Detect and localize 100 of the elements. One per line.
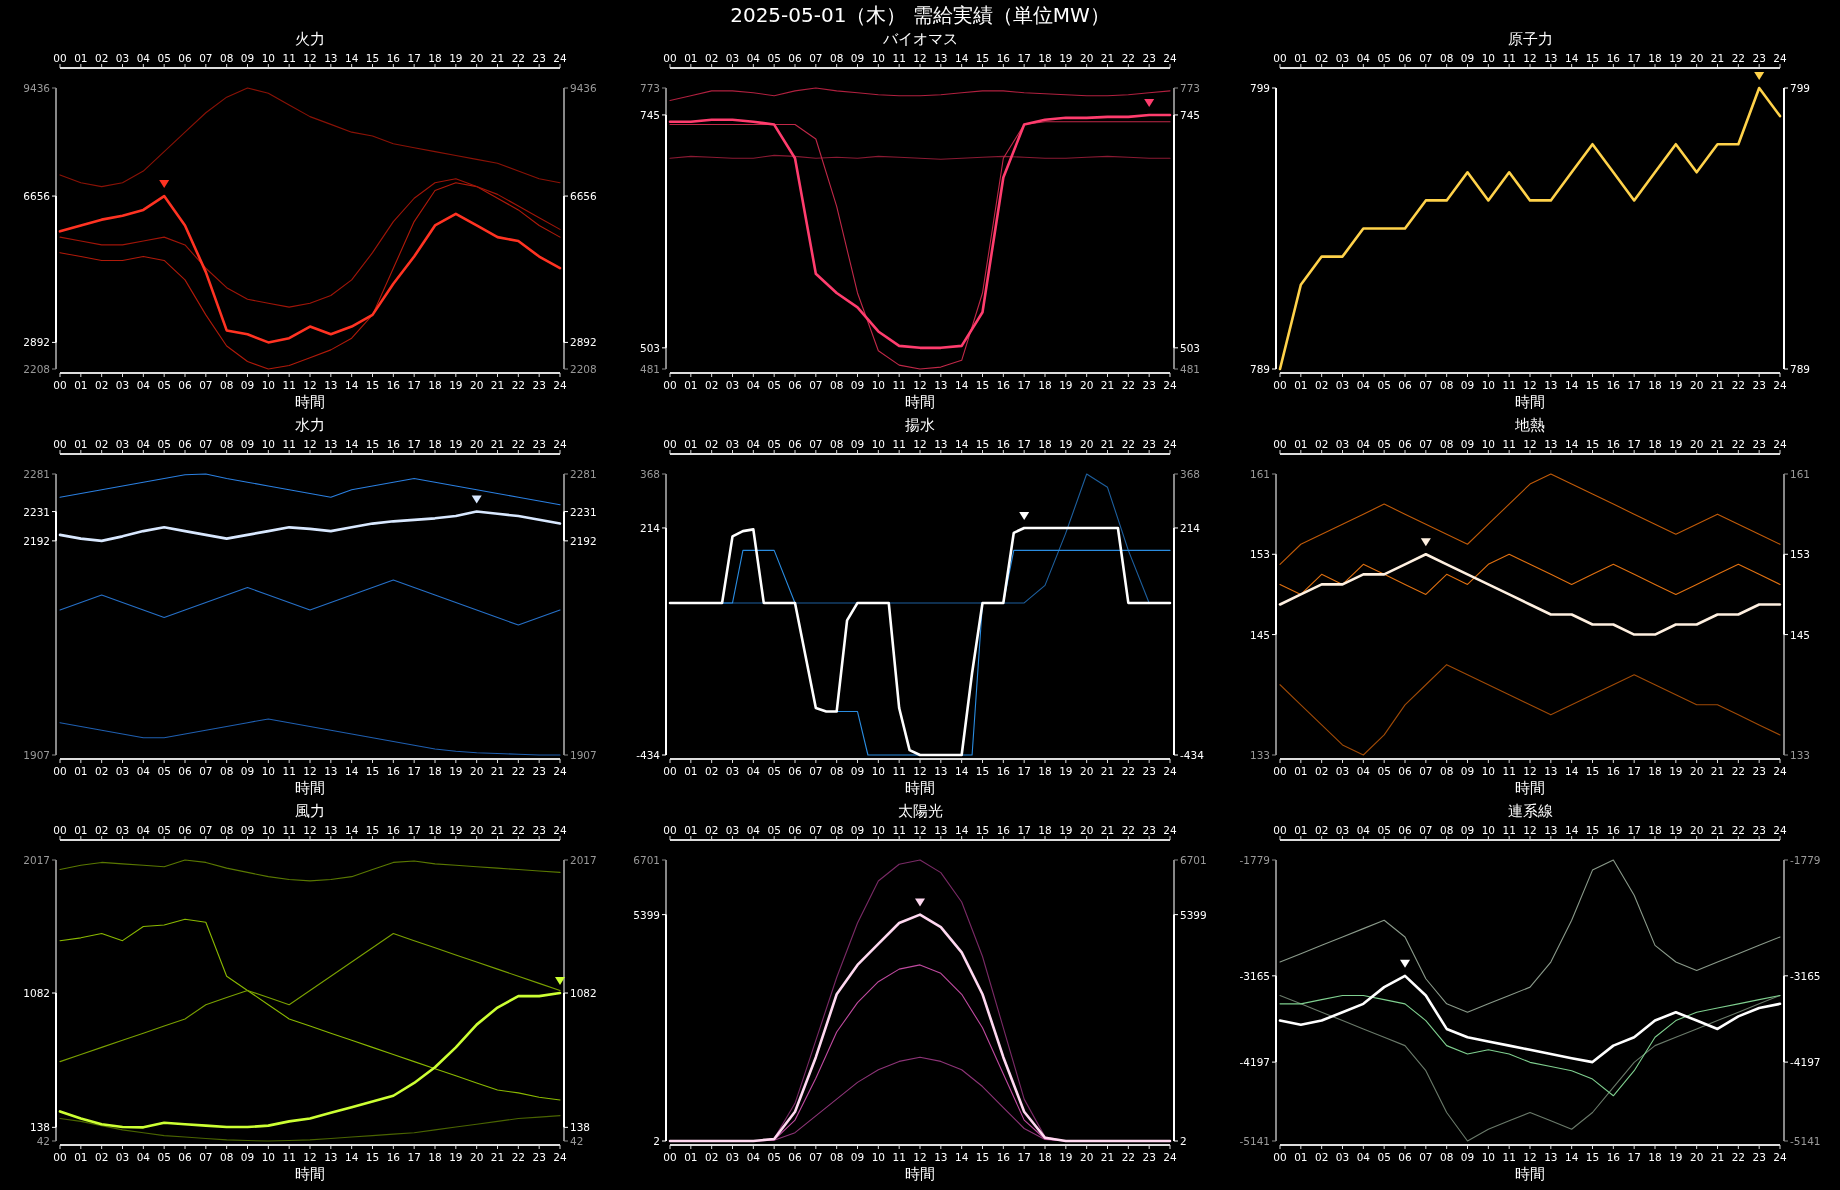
x-tick-label: 04	[136, 379, 151, 391]
y2-tick-label: -434	[1180, 749, 1205, 761]
x-tick-label: 12	[913, 379, 927, 391]
x-tick-label: 21	[1710, 379, 1725, 391]
x-tick-label: 10	[261, 765, 276, 777]
x2-tick-label: 02	[704, 438, 719, 450]
x2-tick-label: 06	[1398, 824, 1412, 836]
x-tick-label: 22	[1731, 765, 1746, 777]
x-tick-label: 05	[1377, 379, 1391, 391]
x-tick-label: 07	[809, 379, 823, 391]
y2-tick-label: 5399	[1180, 908, 1207, 921]
x-tick-label: 03	[725, 1151, 740, 1163]
x-tick-label: 19	[449, 1151, 463, 1163]
x-tick-label: 09	[1460, 765, 1475, 777]
x2-tick-label: 02	[94, 52, 109, 64]
x2-tick-label: 10	[261, 438, 276, 450]
x2-tick-label: 08	[219, 52, 234, 64]
x2-tick-label: 21	[1100, 824, 1115, 836]
y-tick-label: 5399	[633, 908, 660, 921]
x-tick-label: 08	[219, 765, 234, 777]
x-tick-label: 06	[178, 765, 192, 777]
x-tick-label: 18	[1038, 379, 1052, 391]
x-tick-label: 22	[1121, 765, 1136, 777]
x2-tick-label: 24	[1773, 824, 1787, 836]
x2-tick-label: 17	[407, 52, 421, 64]
x-tick-label: 19	[1059, 379, 1073, 391]
x-tick-label: 23	[1142, 765, 1156, 777]
x2-tick-label: 24	[1163, 824, 1177, 836]
x-tick-label: 24	[553, 765, 567, 777]
x-tick-label: 02	[1314, 379, 1329, 391]
x-tick-label: 24	[1163, 379, 1177, 391]
x2-tick-label: 13	[324, 438, 338, 450]
y2-tick-label: 214	[1180, 521, 1201, 534]
x2-tick-label: 02	[94, 438, 109, 450]
x-tick-label: 14	[344, 1151, 359, 1163]
x-tick-label: 13	[934, 379, 948, 391]
x-axis-title: 時間	[295, 779, 325, 797]
y-tick-label: -1779	[1239, 854, 1270, 866]
x2-tick-label: 01	[74, 438, 88, 450]
x-tick-label: 20	[469, 765, 484, 777]
x-tick-label: 17	[1017, 379, 1031, 391]
x2-tick-label: 01	[684, 824, 698, 836]
x2-tick-label: 20	[1079, 824, 1094, 836]
x2-tick-label: 02	[1314, 438, 1329, 450]
x-tick-label: 08	[219, 379, 234, 391]
x-tick-label: 00	[663, 379, 677, 391]
x-tick-label: 13	[324, 765, 338, 777]
y-tick-label: 133	[1249, 749, 1270, 761]
x-tick-label: 12	[303, 379, 317, 391]
x-tick-label: 14	[954, 765, 969, 777]
x-tick-label: 10	[1481, 765, 1496, 777]
x-tick-label: 13	[324, 379, 338, 391]
x2-tick-label: 21	[1710, 824, 1725, 836]
x2-tick-label: 12	[913, 824, 927, 836]
y2-tick-label: 745	[1180, 108, 1201, 121]
x-tick-label: 03	[115, 379, 130, 391]
x-tick-label: 16	[1606, 765, 1621, 777]
x2-tick-label: 01	[1294, 52, 1308, 64]
x2-tick-label: 21	[490, 52, 505, 64]
y2-tick-label: 368	[1180, 468, 1201, 480]
y2-tick-label: 2281	[570, 468, 597, 480]
x2-tick-label: 22	[1731, 824, 1746, 836]
x2-tick-label: 13	[934, 52, 948, 64]
x-tick-label: 04	[136, 1151, 151, 1163]
x-tick-label: 23	[1142, 1151, 1156, 1163]
x2-tick-label: 15	[1585, 52, 1600, 64]
x2-tick-label: 20	[469, 52, 484, 64]
x2-tick-label: 11	[892, 438, 906, 450]
x2-tick-label: 17	[1017, 438, 1031, 450]
x2-tick-label: 18	[1038, 52, 1052, 64]
x-tick-label: 20	[469, 1151, 484, 1163]
x2-tick-label: 07	[1419, 52, 1433, 64]
x2-tick-label: 15	[365, 438, 380, 450]
x-tick-label: 02	[1314, 765, 1329, 777]
y2-tick-label: 799	[1790, 82, 1811, 94]
x-axis-title: 時間	[1515, 779, 1545, 797]
x2-tick-label: 04	[136, 52, 151, 64]
x-tick-label: 20	[1079, 765, 1094, 777]
x-tick-label: 14	[1564, 765, 1579, 777]
x2-tick-label: 03	[115, 824, 130, 836]
x-tick-label: 01	[1294, 379, 1308, 391]
x2-tick-label: 13	[324, 52, 338, 64]
y2-tick-label: -5141	[1790, 1135, 1821, 1147]
x2-tick-label: 21	[1710, 438, 1725, 450]
y-tick-label: 161	[1249, 468, 1270, 480]
x-tick-label: 05	[157, 765, 171, 777]
x2-tick-label: 04	[746, 52, 761, 64]
x2-tick-label: 06	[788, 438, 802, 450]
x2-tick-label: 00	[663, 52, 677, 64]
x2-tick-label: 02	[704, 52, 719, 64]
x2-tick-label: 13	[1544, 824, 1558, 836]
x2-tick-label: 14	[344, 52, 359, 64]
x-tick-label: 12	[913, 1151, 927, 1163]
x-tick-label: 17	[1017, 1151, 1031, 1163]
x2-tick-label: 00	[1273, 52, 1287, 64]
x2-tick-label: 07	[809, 438, 823, 450]
x-tick-label: 00	[53, 1151, 67, 1163]
y-tick-label: -434	[636, 749, 661, 761]
x2-tick-label: 22	[511, 438, 526, 450]
y-tick-label: -4197	[1239, 1056, 1270, 1069]
